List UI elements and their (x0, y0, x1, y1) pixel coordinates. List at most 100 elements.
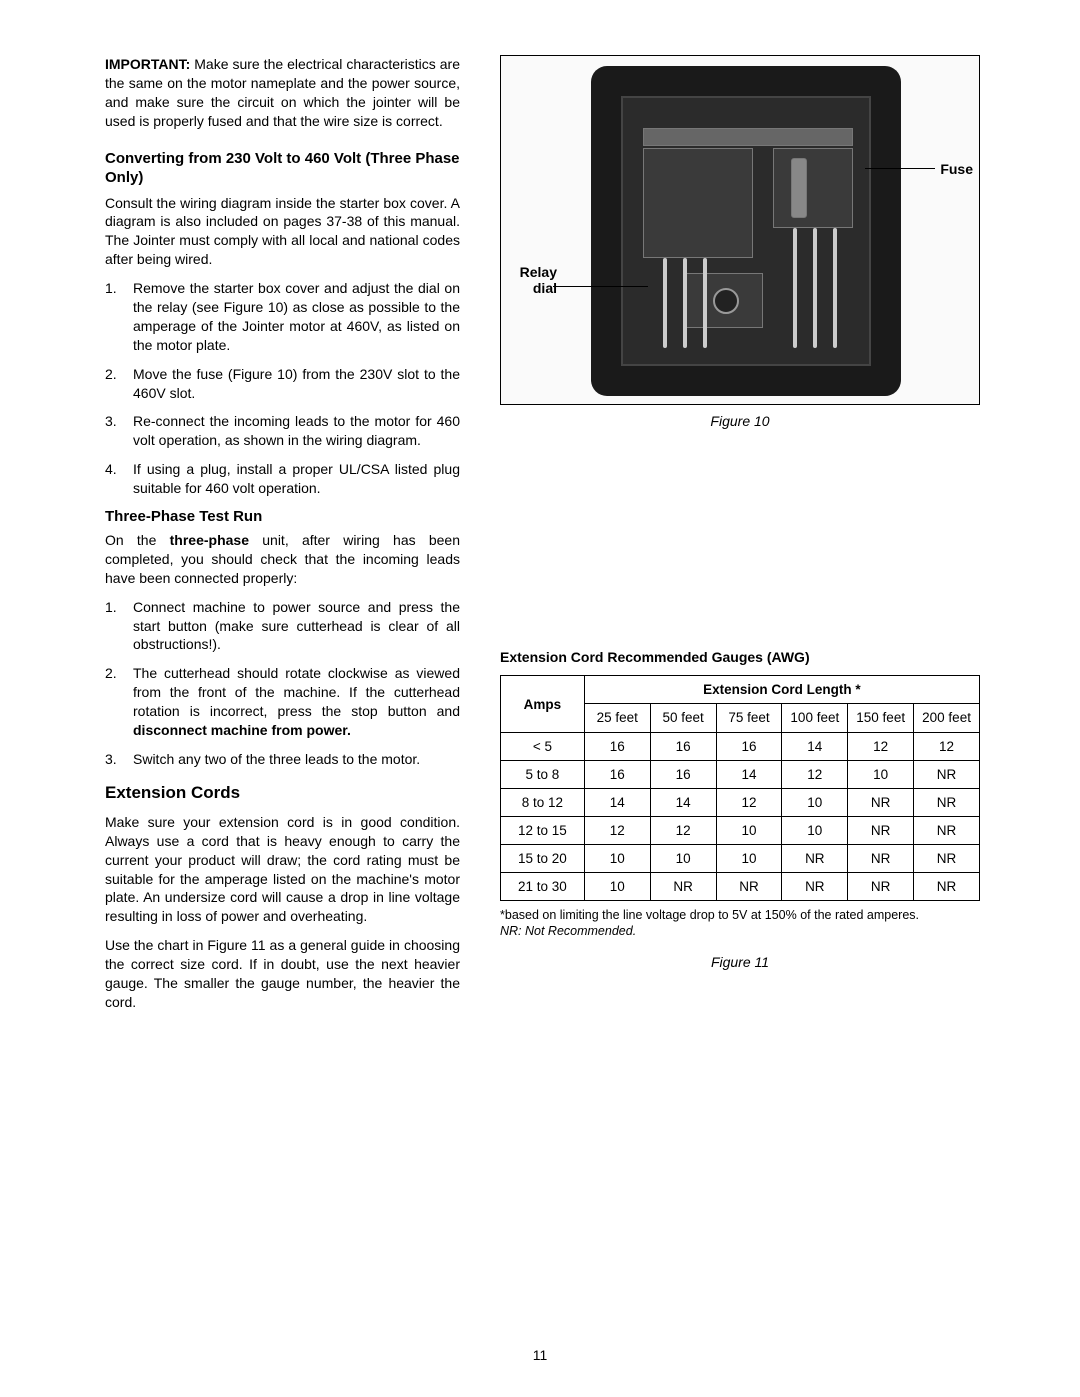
table-row: 5 to 81616141210NR (501, 761, 980, 789)
table-title: Extension Cord Recommended Gauges (AWG) (500, 649, 980, 665)
cell-gauge: NR (914, 873, 980, 901)
nr-note: NR: Not Recommended. (500, 924, 636, 938)
leader-line-relay (553, 286, 648, 287)
heading-extension-cords: Extension Cords (105, 783, 460, 803)
converting-intro: Consult the wiring diagram inside the st… (105, 194, 460, 270)
extcords-p1: Make sure your extension cord is in good… (105, 813, 460, 926)
cell-amps: 8 to 12 (501, 789, 585, 817)
length-header-200: 200 feet (914, 704, 980, 733)
cell-gauge: 10 (782, 789, 848, 817)
col-header-amps: Amps (501, 676, 585, 733)
cell-amps: 5 to 8 (501, 761, 585, 789)
length-header-25: 25 feet (584, 704, 650, 733)
important-label: IMPORTANT: (105, 56, 190, 72)
label-fuse: Fuse (940, 161, 973, 177)
cell-gauge: NR (782, 845, 848, 873)
cell-gauge: 14 (584, 789, 650, 817)
converting-step-3: Re-connect the incoming leads to the mot… (105, 412, 460, 450)
cell-amps: 12 to 15 (501, 817, 585, 845)
inner-panel-graphic (621, 96, 871, 366)
cell-gauge: 10 (716, 845, 782, 873)
figure-10-caption: Figure 10 (500, 413, 980, 429)
cell-gauge: NR (914, 761, 980, 789)
testrun-intro-bold: three-phase (170, 532, 249, 548)
cell-gauge: 12 (650, 817, 716, 845)
cell-gauge: 12 (914, 733, 980, 761)
extcords-p2: Use the chart in Figure 11 as a general … (105, 936, 460, 1012)
cell-gauge: 16 (584, 733, 650, 761)
testrun-step-2-bold: disconnect machine from power. (133, 722, 351, 738)
left-column: IMPORTANT: Make sure the electrical char… (105, 55, 460, 1022)
cell-gauge: NR (914, 845, 980, 873)
cell-gauge: NR (848, 845, 914, 873)
testrun-step-2: The cutterhead should rotate clockwise a… (105, 664, 460, 740)
cell-gauge: 16 (584, 761, 650, 789)
important-paragraph: IMPORTANT: Make sure the electrical char… (105, 55, 460, 131)
cell-amps: 21 to 30 (501, 873, 585, 901)
wire-graphic (683, 258, 687, 348)
wire-graphic (703, 258, 707, 348)
heading-converting: Converting from 230 Volt to 460 Volt (Th… (105, 149, 460, 188)
length-header-100: 100 feet (782, 704, 848, 733)
wire-graphic (813, 228, 817, 348)
cell-gauge: 16 (650, 733, 716, 761)
table-row: 12 to 1512121010NRNR (501, 817, 980, 845)
testrun-step-1: Connect machine to power source and pres… (105, 598, 460, 655)
testrun-intro-pre: On the (105, 532, 170, 548)
fuse-cylinder-graphic (791, 158, 807, 218)
label-relay-dial: Relay dial (507, 264, 557, 296)
converting-step-2: Move the fuse (Figure 10) from the 230V … (105, 365, 460, 403)
converting-steps: Remove the starter box cover and adjust … (105, 279, 460, 498)
converting-step-1: Remove the starter box cover and adjust … (105, 279, 460, 355)
length-header-75: 75 feet (716, 704, 782, 733)
table-row: 15 to 20101010NRNRNR (501, 845, 980, 873)
converting-step-4: If using a plug, install a proper UL/CSA… (105, 460, 460, 498)
cell-gauge: NR (848, 817, 914, 845)
page-number: 11 (0, 1347, 1080, 1363)
cell-gauge: 10 (650, 845, 716, 873)
cell-amps: 15 to 20 (501, 845, 585, 873)
cell-gauge: 12 (584, 817, 650, 845)
testrun-step-2-pre: The cutterhead should rotate clockwise a… (133, 665, 460, 719)
cell-gauge: 10 (584, 873, 650, 901)
table-row: 8 to 1214141210NRNR (501, 789, 980, 817)
cell-gauge: 12 (782, 761, 848, 789)
cell-gauge: 14 (716, 761, 782, 789)
cell-gauge: 12 (716, 789, 782, 817)
cell-gauge: 14 (782, 733, 848, 761)
figure-11-caption: Figure 11 (500, 954, 980, 970)
wire-graphic (833, 228, 837, 348)
cell-gauge: NR (848, 789, 914, 817)
testrun-step-3: Switch any two of the three leads to the… (105, 750, 460, 769)
heading-testrun: Three-Phase Test Run (105, 508, 460, 525)
starter-box-graphic (591, 66, 901, 396)
cell-gauge: 14 (650, 789, 716, 817)
col-header-length: Extension Cord Length * (584, 676, 979, 704)
wire-graphic (663, 258, 667, 348)
right-column: Fuse Relay dial Figure 10 Extension Cord… (500, 55, 980, 1022)
table-row: < 5161616141212 (501, 733, 980, 761)
extension-cord-table: Amps Extension Cord Length * 25 feet 50 … (500, 675, 980, 901)
figure-10-box: Fuse Relay dial (500, 55, 980, 405)
cell-gauge: NR (914, 789, 980, 817)
length-header-150: 150 feet (848, 704, 914, 733)
cell-gauge: 10 (716, 817, 782, 845)
cell-gauge: NR (716, 873, 782, 901)
length-header-50: 50 feet (650, 704, 716, 733)
cell-gauge: NR (650, 873, 716, 901)
testrun-steps: Connect machine to power source and pres… (105, 598, 460, 769)
leader-line-fuse (865, 168, 935, 169)
cell-gauge: 16 (716, 733, 782, 761)
contactor-graphic (643, 148, 753, 258)
cell-gauge: 12 (848, 733, 914, 761)
cell-gauge: 10 (782, 817, 848, 845)
terminals-graphic (643, 128, 853, 146)
footnote-text: *based on limiting the line voltage drop… (500, 908, 919, 922)
cell-amps: < 5 (501, 733, 585, 761)
cell-gauge: NR (848, 873, 914, 901)
wire-graphic (793, 228, 797, 348)
testrun-intro: On the three-phase unit, after wiring ha… (105, 531, 460, 588)
relay-dial-graphic (713, 288, 739, 314)
cell-gauge: NR (782, 873, 848, 901)
cell-gauge: 10 (848, 761, 914, 789)
